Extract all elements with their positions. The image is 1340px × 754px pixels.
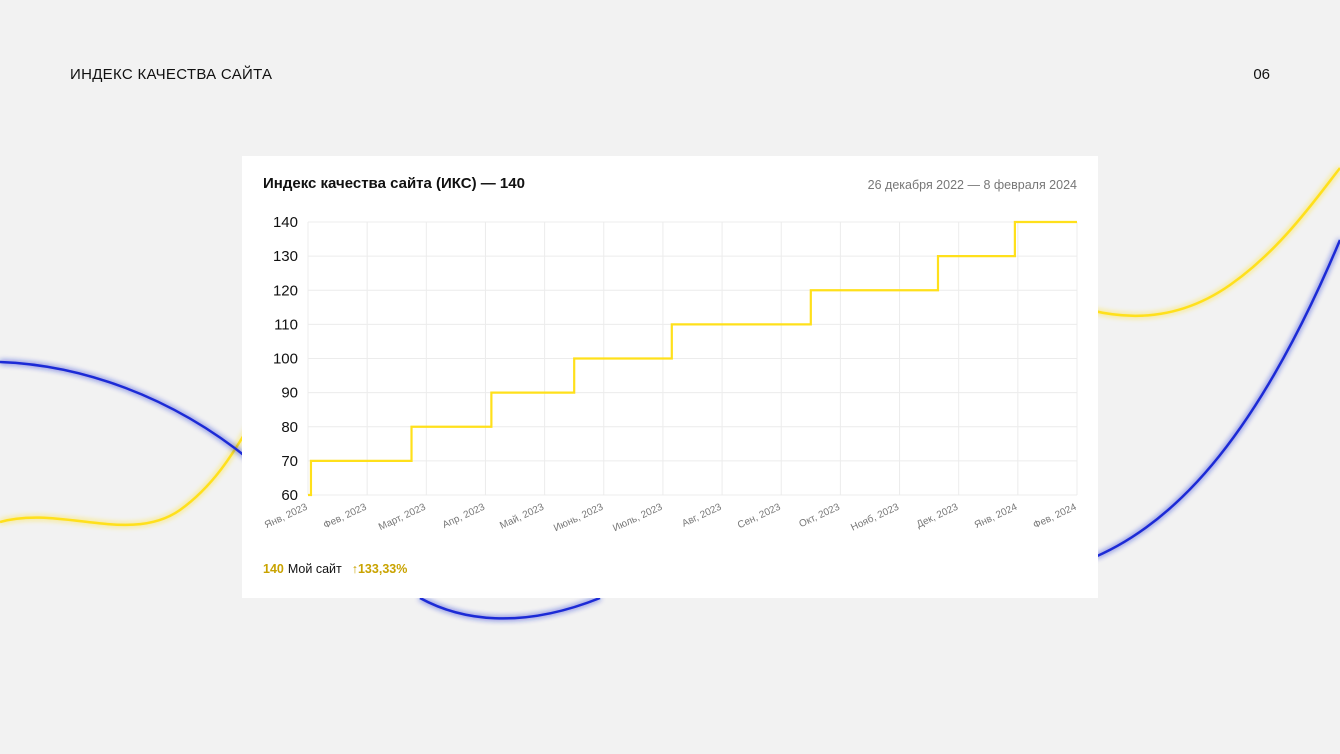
chart-series	[307, 220, 1078, 497]
x-tick-label: Окт, 2023	[798, 502, 843, 531]
x-tick-label: Сен, 2023	[736, 502, 783, 532]
legend-change: ↑133,33%	[351, 562, 408, 576]
legend: 140 Мой сайт ↑133,33%	[263, 562, 407, 576]
x-tick-label: Авг, 2023	[680, 502, 723, 530]
x-tick-label: Май, 2023	[498, 502, 546, 532]
y-tick-label: 110	[274, 316, 298, 333]
x-tick-label: Фев, 2023	[322, 502, 369, 532]
chart-title: Индекс качества сайта (ИКС) — 140	[263, 175, 525, 192]
date-range: 26 декабря 2022 — 8 февраля 2024	[867, 178, 1077, 192]
x-tick-label: Дек, 2023	[915, 502, 960, 531]
y-tick-label: 120	[273, 282, 298, 299]
x-tick-label: Март, 2023	[377, 502, 428, 534]
x-tick-label: Июль, 2023	[611, 502, 664, 535]
yellow-wave	[0, 167, 1340, 527]
y-tick-label: 60	[281, 487, 298, 504]
y-axis-ticks: 60 70 80 90 100 110 120 130 140	[273, 214, 298, 504]
series-line	[308, 220, 1077, 497]
blue-wave	[0, 239, 1340, 620]
legend-series-name: Мой сайт	[287, 562, 342, 576]
y-tick-label: 80	[281, 419, 298, 436]
x-tick-label: Нояб, 2023	[849, 501, 901, 534]
x-tick-label: Янв, 2024	[973, 502, 1020, 532]
x-tick-label: Фев, 2024	[1032, 502, 1079, 532]
y-tick-label: 90	[281, 385, 298, 402]
page-number: 06	[1253, 66, 1270, 83]
chart-card: Индекс качества сайта (ИКС) — 140 26 дек…	[242, 156, 1098, 598]
y-tick-label: 70	[281, 453, 298, 470]
chart-grid	[307, 221, 1078, 496]
legend-value: 140	[263, 562, 284, 576]
x-tick-label: Янв, 2023	[263, 502, 310, 532]
x-tick-label: Июнь, 2023	[552, 502, 605, 535]
step-line-chart: 60 70 80 90 100 110 120 130 140 Янв, 2023 Фев, 20…	[263, 214, 1079, 535]
x-axis-ticks: Янв, 2023 Фев, 2023 Март, 2023 Апр, 2023 Май…	[263, 501, 1079, 535]
x-tick-label: Апр, 2023	[441, 502, 487, 531]
y-tick-label: 130	[273, 248, 298, 265]
y-tick-label: 100	[273, 351, 298, 368]
y-tick-label: 140	[273, 214, 298, 231]
slide-title: ИНДЕКС КАЧЕСТВА САЙТА	[70, 66, 273, 83]
